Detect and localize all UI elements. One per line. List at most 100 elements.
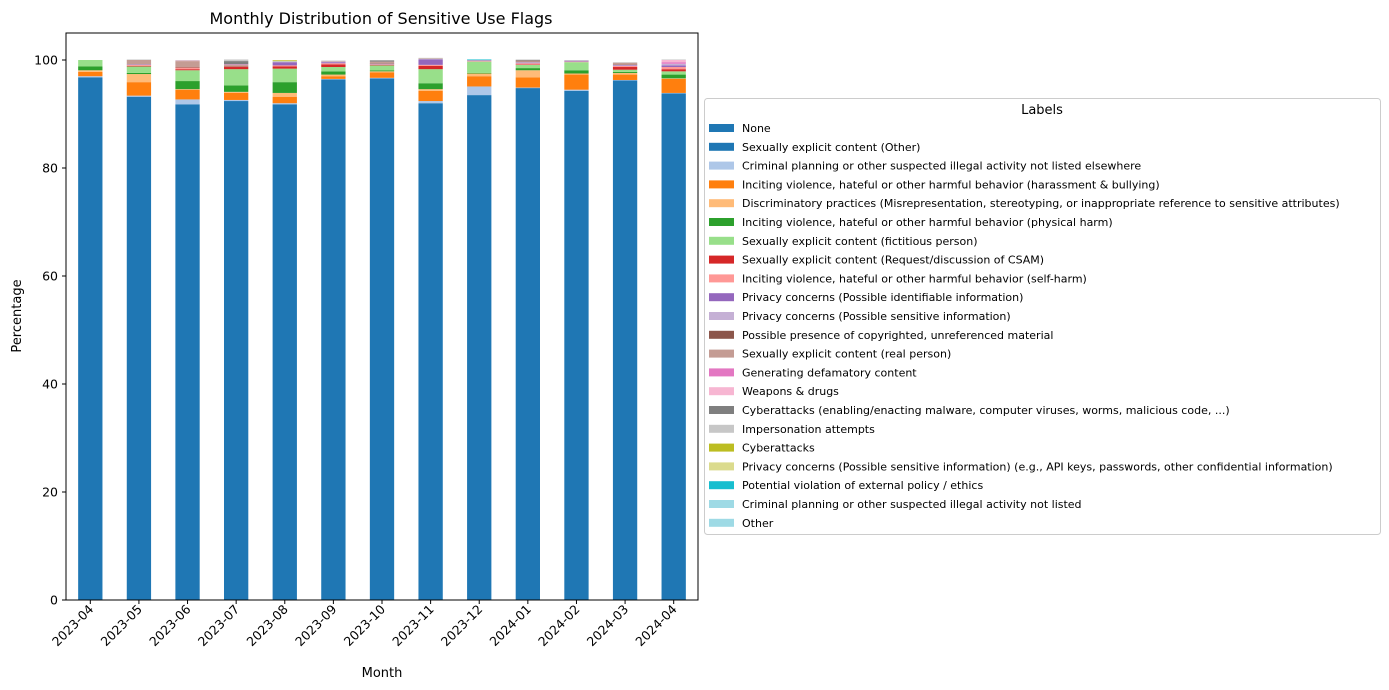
bar-segment [467,86,492,96]
bar-segment [126,72,152,75]
bar-segment [661,78,686,93]
bar-segment [224,99,249,102]
bar-segment [661,71,686,75]
legend-label: Generating defamatory content [742,366,917,379]
bar-segment [418,57,443,59]
bar-segment [224,64,249,65]
x-tick-label: 2024-01 [486,602,534,650]
y-axis-label: Percentage [10,279,25,352]
bar-segment [78,76,103,78]
bar-segment [515,68,540,71]
bar-segment [224,101,249,600]
bar-segment [369,78,395,601]
bar-segment [272,62,297,66]
legend-swatch [709,236,734,245]
x-tick-label: 2024-03 [584,602,632,650]
legend-swatch [709,180,734,189]
bar-segment [224,92,249,100]
legend-label: Cyberattacks (enabling/enacting malware,… [742,404,1230,417]
bar-segment [321,64,346,68]
legend-swatch [709,481,734,490]
bar-segment [224,66,249,68]
chart-title: Monthly Distribution of Sensitive Use Fl… [209,9,552,28]
legend-label: None [742,122,771,135]
bar-segment [321,76,346,79]
bar-segment [515,70,540,78]
legend-label: Cyberattacks [742,442,815,455]
y-tick-label: 0 [50,593,58,608]
x-tick-label: 2023-04 [49,601,97,649]
legend-label: Sexually explicit content (fictitious pe… [742,235,978,248]
bar-segment [661,60,686,63]
bar-segment [661,59,686,60]
bar-segment [126,82,152,96]
bar-segment [175,104,200,600]
legend-swatch [709,142,734,151]
legend-items: None Sexually explicit content (Other) Cri… [709,122,1340,530]
bar-segment [175,81,200,90]
bar-segment [564,61,589,62]
bar-segment [564,73,589,75]
legend-title: Labels [1021,103,1063,118]
legend-label: Potential violation of external policy /… [742,479,983,492]
bar-segment [126,96,152,600]
bar-segment [467,76,492,87]
bar-segment [126,74,152,83]
bar-segment [612,64,638,66]
bar-segment [564,89,589,91]
legend-swatch [709,349,734,358]
legend-swatch [709,462,734,471]
bar-segment [418,69,443,84]
x-tick-label: 2023-07 [195,602,243,650]
bar-segment [418,59,443,65]
bar-segment [612,80,638,600]
bar-segment [78,60,103,67]
bar-segment [612,64,638,65]
legend-label: Sexually explicit content (real person) [742,348,951,361]
bar-segment [175,70,200,82]
legend-swatch [709,500,734,508]
bar-segment [564,62,589,71]
y-tick-label: 80 [42,161,58,176]
x-tick-label: 2023-08 [243,601,291,649]
bar-segment [661,69,686,72]
bar-segment [78,77,103,600]
bar-segment [321,78,346,80]
bar-segment [321,67,346,72]
bar-segment [661,65,686,68]
bar-segment [175,99,200,105]
bar-segment [272,96,297,104]
bar-segment [467,61,492,73]
legend-swatch [709,368,734,377]
bar-segment [272,104,297,600]
bar-segment [369,63,395,65]
bar-segment [369,77,395,79]
bar-segment [515,59,540,60]
bar-segment [224,67,249,70]
y-tick-label: 100 [34,53,58,68]
legend-label: Impersonation attempts [742,423,875,436]
bar-segment [369,65,395,71]
bar-segment [612,65,638,66]
legend-swatch [709,255,734,264]
bar-segment [321,79,346,600]
x-tick-label: 2023-11 [389,602,437,650]
legend-swatch [709,518,734,527]
bar-segment [78,66,103,71]
bar-segment [612,79,638,81]
bar-segment [369,61,395,64]
bar-segment [661,74,686,79]
x-tick-label: 2023-09 [292,601,340,649]
legend-swatch [709,387,734,396]
y-tick-label: 40 [42,377,58,392]
bar-segment [126,64,152,65]
legend-label: Sexually explicit content (Other) [742,141,920,154]
bar-segment [78,71,103,77]
bar-segment [321,60,346,62]
legend-swatch [709,443,734,452]
bar-segment [418,89,443,91]
legend-swatch [709,293,734,302]
legend-swatch [709,424,734,433]
bar-segment [126,65,152,67]
